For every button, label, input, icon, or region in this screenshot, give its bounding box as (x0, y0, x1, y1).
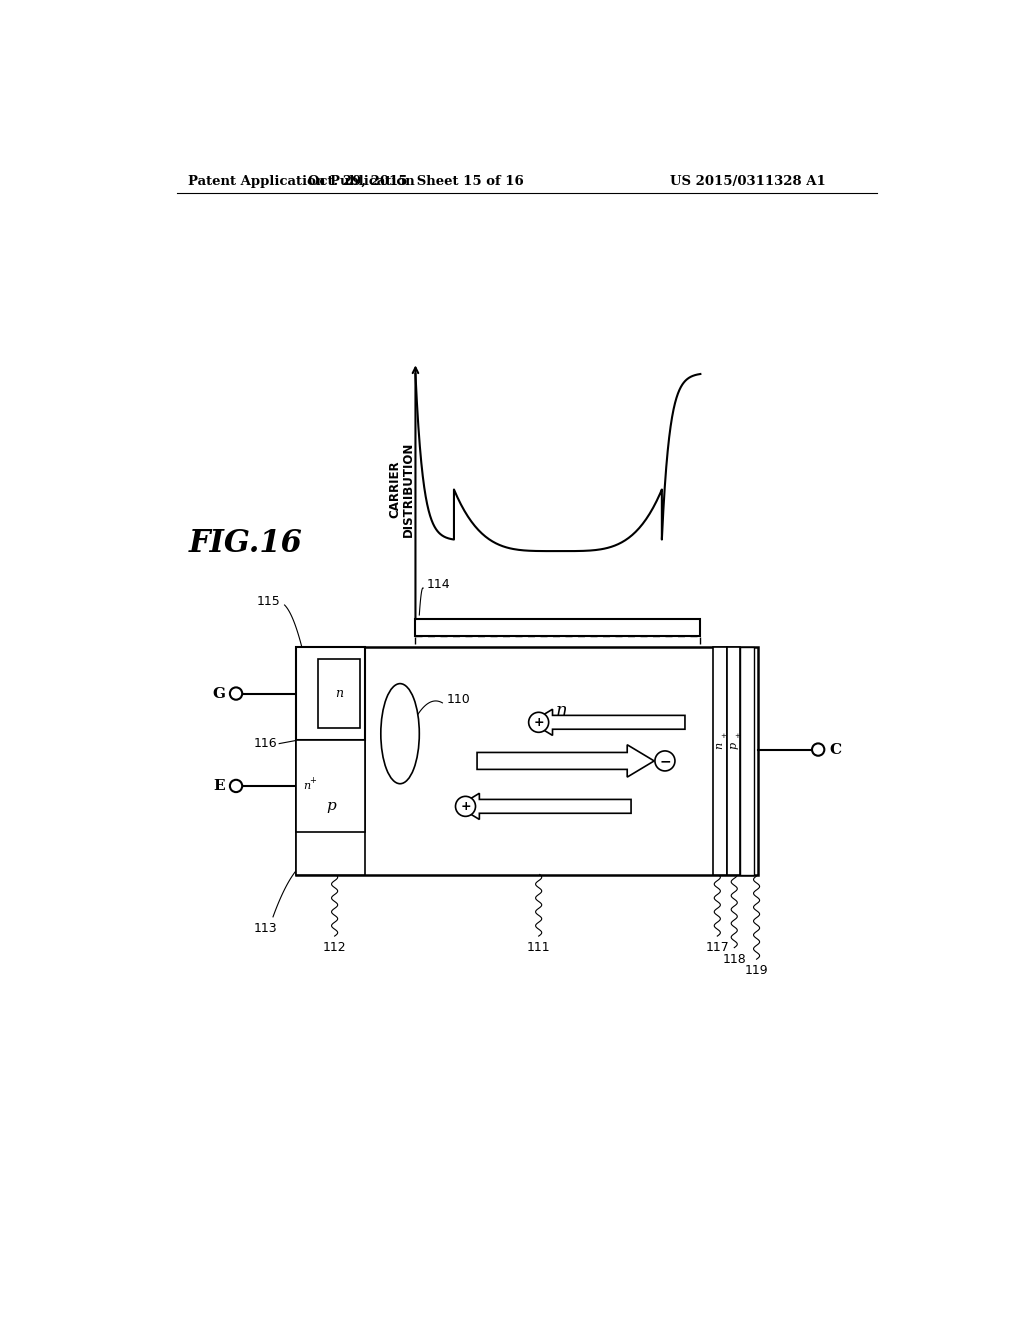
Text: 116: 116 (253, 737, 276, 750)
Circle shape (456, 796, 475, 816)
Circle shape (230, 780, 243, 792)
Text: 113: 113 (254, 921, 278, 935)
Text: p: p (326, 800, 336, 813)
Text: −: − (659, 754, 671, 768)
Text: 115: 115 (257, 594, 281, 607)
Bar (740, 647, 755, 875)
Text: US 2015/0311328 A1: US 2015/0311328 A1 (670, 176, 825, 187)
Text: Patent Application Publication: Patent Application Publication (188, 176, 415, 187)
Circle shape (528, 713, 549, 733)
Text: 118: 118 (722, 953, 746, 966)
Ellipse shape (381, 684, 419, 784)
Text: 112: 112 (323, 941, 346, 954)
Text: G: G (213, 686, 225, 701)
Text: n: n (715, 742, 725, 750)
Bar (296, 647, 758, 875)
Text: CARRIER
DISTRIBUTION: CARRIER DISTRIBUTION (388, 442, 415, 537)
Text: n: n (335, 686, 343, 700)
Text: Oct. 29, 2015  Sheet 15 of 16: Oct. 29, 2015 Sheet 15 of 16 (307, 176, 523, 187)
Circle shape (230, 688, 243, 700)
Text: n: n (303, 781, 310, 791)
FancyArrow shape (531, 709, 685, 735)
Text: +: + (460, 800, 471, 813)
Text: p: p (728, 742, 738, 750)
Text: FIG.16: FIG.16 (189, 528, 303, 558)
Text: 114: 114 (427, 578, 451, 591)
Text: 111: 111 (526, 941, 551, 954)
Text: 119: 119 (744, 964, 768, 977)
Text: +: + (734, 733, 740, 739)
Text: +: + (721, 733, 726, 739)
Text: 117: 117 (706, 941, 729, 954)
Bar (713, 647, 727, 875)
Bar (296, 647, 366, 875)
Bar (296, 647, 366, 739)
Text: +: + (534, 715, 544, 729)
Text: E: E (213, 779, 225, 793)
Text: C: C (829, 743, 841, 756)
Text: +: + (309, 776, 315, 785)
Circle shape (812, 743, 824, 756)
FancyArrow shape (458, 793, 631, 820)
Text: 110: 110 (446, 693, 470, 705)
Bar (296, 739, 366, 832)
Text: n: n (556, 702, 567, 719)
Bar (317, 659, 360, 729)
FancyArrow shape (477, 744, 654, 777)
Bar (727, 647, 740, 875)
Bar (416, 619, 700, 636)
Circle shape (655, 751, 675, 771)
